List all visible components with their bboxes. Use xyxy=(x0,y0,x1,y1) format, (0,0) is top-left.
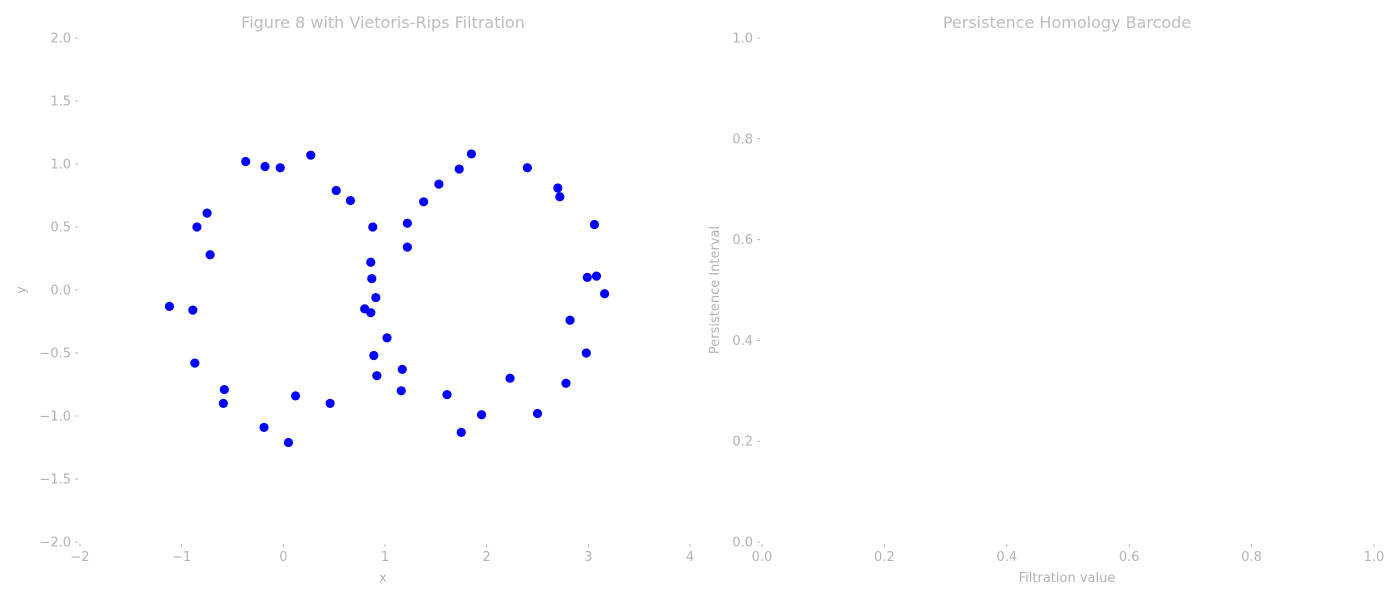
barcode-y-tick-label: 0.6 xyxy=(732,233,753,248)
scatter-point xyxy=(290,391,301,401)
scatter-y-tick-label: −1.5 xyxy=(39,473,71,488)
scatter-point xyxy=(476,410,487,420)
scatter-y-tick-label: −0.5 xyxy=(39,347,71,362)
scatter-point xyxy=(396,386,406,396)
scatter-x-ticks: −2 −1 0 1 2 3 4 xyxy=(70,544,694,565)
scatter-point xyxy=(434,179,444,189)
scatter-point xyxy=(190,358,200,368)
barcode-x-tick-label: 1.0 xyxy=(1364,550,1385,565)
scatter-point xyxy=(306,150,316,160)
scatter-point xyxy=(345,195,356,206)
scatter-y-axis-label: y xyxy=(14,286,29,294)
scatter-point xyxy=(325,398,335,408)
scatter-point xyxy=(275,163,285,173)
barcode-x-axis-label: Filtration value xyxy=(1019,571,1116,586)
barcode-panel: Persistence Homology Barcode 0.00.20.40.… xyxy=(708,13,1384,586)
scatter-point xyxy=(600,289,610,299)
barcode-y-axis-label: Persistence Interval xyxy=(708,226,723,354)
barcode-y-tick-label: 0.8 xyxy=(732,132,753,147)
barcode-x-tick-label: 0.4 xyxy=(996,550,1017,565)
scatter-x-tick-label: 0 xyxy=(279,550,287,565)
barcode-x-tick-label: 0.6 xyxy=(1119,550,1140,565)
scatter-point xyxy=(522,163,532,173)
barcode-y-tick-label: 0.2 xyxy=(732,435,753,450)
scatter-x-tick-label: −2 xyxy=(70,550,89,565)
scatter-point xyxy=(591,271,602,281)
scatter-y-tick-label: −1.0 xyxy=(39,410,71,425)
scatter-point xyxy=(454,164,464,174)
barcode-y-tick-label: 0.4 xyxy=(732,334,753,349)
scatter-point xyxy=(259,422,269,432)
scatter-point xyxy=(555,192,565,202)
barcode-x-tick-label: 0.2 xyxy=(874,550,895,565)
scatter-title: Figure 8 with Vietoris-Rips Filtration xyxy=(241,13,525,32)
scatter-point xyxy=(205,250,215,260)
scatter-point xyxy=(581,348,591,358)
scatter-x-tick-label: 3 xyxy=(584,550,592,565)
scatter-point xyxy=(561,378,571,388)
barcode-title: Persistence Homology Barcode xyxy=(943,13,1191,32)
scatter-panel: Figure 8 with Vietoris-Rips Filtration −… xyxy=(14,13,694,586)
scatter-point xyxy=(369,350,379,361)
scatter-point xyxy=(372,371,382,381)
barcode-x-ticks: 0.0 0.2 0.4 0.6 0.8 1.0 xyxy=(752,544,1385,565)
barcode-x-tick-label: 0.0 xyxy=(752,550,773,565)
barcode-x-tick-label: 0.8 xyxy=(1241,550,1262,565)
scatter-x-tick-label: 2 xyxy=(483,550,491,565)
scatter-y-tick-label: 0.0 xyxy=(50,284,71,299)
scatter-point xyxy=(589,219,600,230)
scatter-point xyxy=(164,301,175,311)
scatter-x-tick-label: −1 xyxy=(172,550,191,565)
scatter-point xyxy=(442,389,452,400)
scatter-point xyxy=(367,274,377,284)
scatter-point xyxy=(505,373,515,383)
scatter-point xyxy=(371,292,381,303)
scatter-point xyxy=(331,185,341,196)
scatter-point xyxy=(218,398,228,408)
scatter-point xyxy=(241,156,251,167)
scatter-x-tick-label: 4 xyxy=(686,550,694,565)
scatter-point xyxy=(402,242,412,252)
scatter-point xyxy=(188,305,198,315)
scatter-point xyxy=(456,427,466,437)
scatter-y-tick-label: 0.5 xyxy=(50,221,71,236)
barcode-y-tick-label: 0.0 xyxy=(732,536,753,551)
scatter-point xyxy=(397,364,407,374)
scatter-point xyxy=(553,183,563,193)
scatter-point xyxy=(366,308,376,318)
scatter-point xyxy=(192,222,202,232)
scatter-x-tick-label: 1 xyxy=(381,550,389,565)
barcode-y-tick-label: 1.0 xyxy=(732,32,753,47)
scatter-x-axis-label: x xyxy=(379,571,387,586)
scatter-y-tick-label: 1.0 xyxy=(50,158,71,173)
scatter-point xyxy=(219,384,229,395)
scatter-point xyxy=(402,218,412,228)
scatter-point xyxy=(582,272,592,282)
scatter-point xyxy=(419,197,429,207)
scatter-points xyxy=(164,149,610,448)
scatter-y-ticks: −2.0 −1.5 −1.0 −0.5 0.0 0.5 1.0 1.5 2.0 xyxy=(39,32,78,551)
scatter-point xyxy=(565,315,575,325)
barcode-y-ticks: 0.0 0.2 0.4 0.6 0.8 1.0 xyxy=(732,32,760,551)
scatter-point xyxy=(260,161,270,172)
scatter-point xyxy=(532,408,543,419)
scatter-point xyxy=(368,222,378,232)
scatter-point xyxy=(283,437,294,448)
scatter-point xyxy=(202,208,212,218)
scatter-point xyxy=(366,257,376,267)
scatter-point xyxy=(466,149,477,159)
scatter-y-tick-label: 1.5 xyxy=(50,95,71,110)
scatter-y-tick-label: 2.0 xyxy=(50,32,71,47)
scatter-y-tick-label: −2.0 xyxy=(39,536,71,551)
scatter-point xyxy=(382,333,392,343)
